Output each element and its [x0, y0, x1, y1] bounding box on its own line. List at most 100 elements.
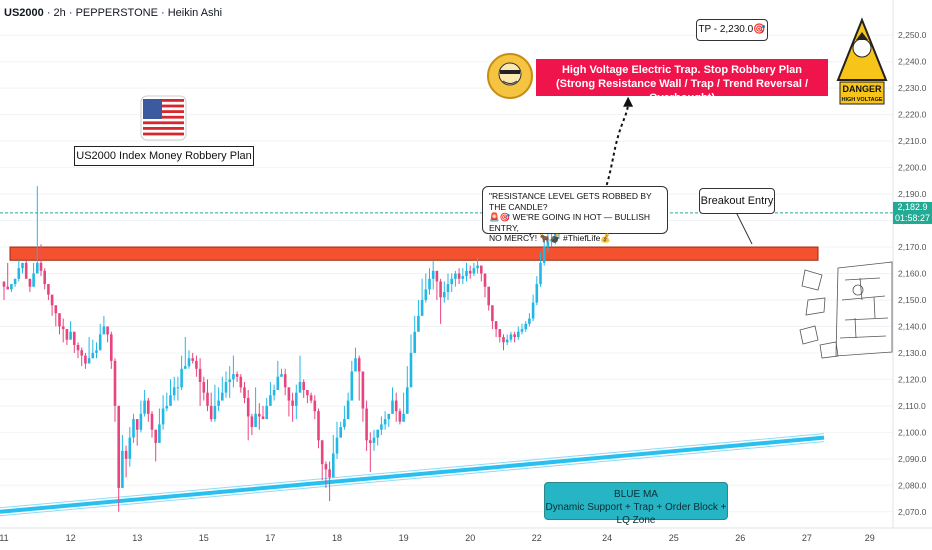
candle-body — [243, 387, 246, 398]
candle-body — [206, 392, 209, 406]
candle-body — [154, 429, 157, 443]
candle-body — [250, 416, 254, 428]
chart-header: US2000 · 2h · PEPPERSTONE · Heikin Ashi — [4, 7, 223, 19]
candle-body — [491, 305, 494, 322]
candle-body — [287, 387, 291, 401]
candle-body — [361, 371, 365, 409]
candle-body — [143, 400, 146, 414]
time-tick-label: 22 — [532, 533, 542, 543]
candle-body — [124, 450, 128, 459]
price-tick-label: 2,090.0 — [898, 454, 927, 464]
candle-body — [232, 374, 235, 380]
candle-body — [121, 450, 124, 488]
time-tick-label: 11 — [0, 533, 9, 543]
candle-body — [258, 413, 261, 417]
candle-body — [158, 424, 161, 443]
candle-body — [498, 329, 502, 338]
candle-body — [468, 270, 472, 274]
candle-body — [106, 326, 109, 335]
candle-body — [32, 273, 35, 287]
candle-body — [254, 413, 257, 428]
blue-ma-callout: BLUE MA Dynamic Support + Trap + Order B… — [544, 482, 728, 526]
candle-body — [102, 326, 106, 335]
candle-body — [180, 368, 183, 388]
plan-line-2: (Strong Resistance Wall / Trap / Trend R… — [555, 78, 809, 104]
candle-body — [542, 247, 546, 263]
candle-body — [224, 382, 228, 393]
candle-body — [383, 419, 387, 425]
candle-body — [291, 400, 294, 406]
current-price-tag: 2,182.9 01:58:27 — [893, 201, 932, 224]
candle-body — [161, 408, 165, 425]
quote-line-2: 🚨🎯 WE'RE GOING IN HOT — BULLISH ENTRY, — [489, 212, 651, 233]
time-axis: 11 12 13 15 17 18 19 20 22 24 25 26 27 29 — [0, 527, 932, 543]
candle-body — [406, 387, 409, 414]
resistance-zone — [9, 246, 819, 261]
candle-body — [198, 368, 202, 383]
time-tick-label: 15 — [199, 533, 209, 543]
candle-body — [113, 360, 117, 406]
candle-body — [239, 376, 243, 388]
candle-body — [524, 323, 527, 330]
candle-body — [309, 395, 313, 401]
candle-body — [80, 350, 83, 356]
candle-body — [17, 268, 21, 279]
candle-body — [461, 276, 465, 279]
candle-body — [350, 371, 354, 401]
candle-body — [346, 400, 350, 420]
candle-body — [431, 270, 435, 279]
candle-body — [28, 278, 32, 287]
candle-body — [87, 358, 91, 364]
candle-body — [202, 382, 206, 393]
candle-body — [317, 411, 320, 441]
candle-body — [306, 389, 309, 396]
candle-body — [494, 321, 498, 330]
candle-body — [76, 344, 80, 351]
candle-body — [295, 392, 298, 406]
candle-body — [110, 334, 113, 361]
time-tick-label: 17 — [265, 533, 275, 543]
candle-body — [65, 329, 69, 340]
candle-body — [539, 262, 542, 285]
candle-body — [10, 284, 13, 290]
time-tick-label: 12 — [66, 533, 76, 543]
flag-stripe — [143, 127, 184, 130]
interval-label: 2h — [53, 7, 66, 19]
candle-body — [98, 334, 102, 351]
ma-title: BLUE MA — [614, 489, 658, 500]
candle-body — [2, 281, 6, 287]
candle-body — [391, 400, 394, 414]
quote-line-1: "RESISTANCE LEVEL GETS ROBBED BY THE CAN… — [489, 191, 652, 212]
candle-body — [457, 273, 461, 279]
candle-body — [6, 286, 9, 290]
projection-arrowhead — [623, 96, 634, 107]
candle-body — [213, 405, 217, 420]
candle-body — [246, 397, 250, 417]
candle-body — [73, 331, 76, 345]
candle-body — [13, 278, 17, 285]
candle-body — [439, 281, 442, 298]
candle-body — [417, 315, 420, 332]
flag-stripe — [143, 115, 184, 119]
price-axis: 2,070.0 2,080.0 2,090.0 2,100.0 2,110.0 2,120… — [892, 0, 927, 528]
candle-body — [24, 262, 28, 279]
time-tick-label: 26 — [735, 533, 745, 543]
candle-body — [420, 299, 424, 316]
time-tick-label: 18 — [332, 533, 342, 543]
resistance-quote-callout: "RESISTANCE LEVEL GETS ROBBED BY THE CAN… — [482, 186, 668, 243]
time-tick-label: 25 — [669, 533, 679, 543]
candle-body — [36, 262, 39, 274]
candle-body — [372, 437, 376, 443]
candle-body — [39, 262, 43, 271]
ma-line — [0, 433, 825, 509]
candle-body — [332, 453, 335, 478]
candle-body — [47, 284, 50, 295]
candle-body — [165, 405, 169, 409]
candle-body — [428, 278, 431, 290]
candle-body — [480, 265, 483, 274]
price-tick-label: 2,160.0 — [898, 269, 927, 279]
candle-body — [69, 331, 72, 340]
flag-stripe — [143, 104, 184, 108]
candle-body — [54, 305, 58, 314]
